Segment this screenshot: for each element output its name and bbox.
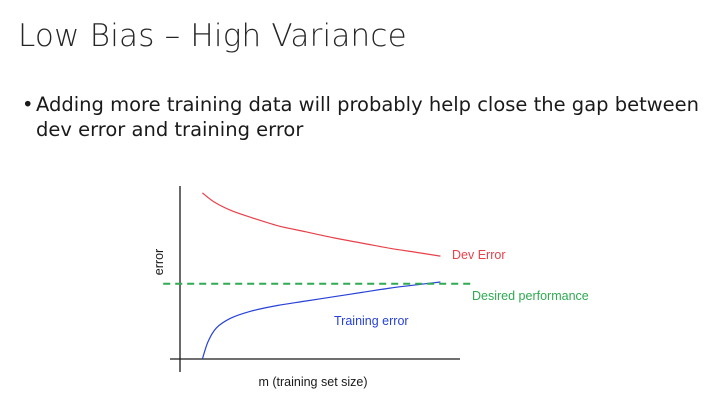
slide-title: Low Bias – High Variance [18,18,407,54]
desired-performance-label: Desired performance [472,289,589,303]
series-layer [163,192,472,360]
bullet-text: Adding more training data will probably … [36,92,702,142]
dev-error-line [202,192,441,257]
x-axis-label: m (training set size) [258,375,367,389]
bullet-marker: • [22,93,34,116]
bullet-line-2: dev error and training error [36,118,304,141]
dev-error-label: Dev Error [452,248,505,262]
y-axis-label: error [152,249,166,275]
training-error-line [201,281,441,360]
bullet-line-1: Adding more training data will probably … [36,93,700,116]
training-error-label: Training error [334,314,409,328]
